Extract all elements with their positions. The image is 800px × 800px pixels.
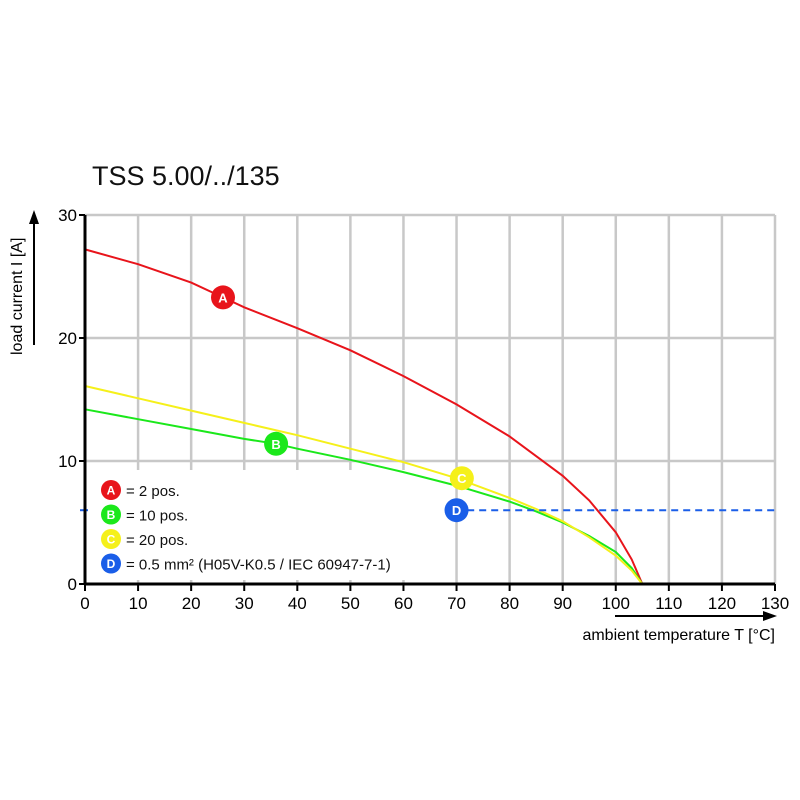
legend-entry-label: = 10 pos. [126, 508, 188, 525]
y-tick-label: 30 [58, 206, 77, 225]
x-tick-label: 100 [602, 594, 630, 613]
x-tick-label: 90 [553, 594, 572, 613]
x-tick-label: 130 [761, 594, 789, 613]
marker-label: A [218, 290, 228, 305]
legend-swatch-label: D [107, 557, 116, 571]
x-tick-label: 110 [655, 594, 682, 613]
series-line-a [84, 248, 644, 585]
legend-entry-label: = 2 pos. [126, 483, 180, 500]
y-tick-label: 20 [58, 329, 77, 348]
legend-entry-label: = 0.5 mm² (H05V-K0.5 / IEC 60947-7-1) [126, 557, 391, 574]
legend-swatch-c [101, 529, 121, 549]
legend-swatch-label: B [107, 508, 116, 522]
x-tick-label: 70 [447, 594, 466, 613]
legend-background [88, 470, 418, 580]
x-axis-label: ambient temperature T [°C] [582, 627, 775, 644]
x-tick-label: 10 [129, 594, 148, 613]
x-tick-label: 20 [182, 594, 201, 613]
chart-title: TSS 5.00/../135 [92, 161, 280, 191]
marker-a [211, 285, 235, 310]
marker-label: B [271, 437, 280, 452]
y-tick-label: 10 [58, 452, 77, 471]
legend-swatch-a [101, 480, 121, 500]
x-tick-label: 120 [708, 594, 736, 613]
x-tick-label: 80 [500, 594, 519, 613]
y-arrowhead-icon [29, 210, 39, 224]
legend-entry-label: = 20 pos. [126, 532, 188, 549]
marker-c [449, 466, 474, 491]
legend-swatch-d [101, 553, 121, 574]
legend-swatch-label: C [107, 533, 116, 547]
legend-swatch-label: A [107, 484, 116, 498]
marker-label: C [457, 471, 467, 486]
x-tick-label: 50 [341, 594, 360, 613]
legend-swatch-b [101, 504, 121, 525]
y-axis-label-group: load current I [A] [9, 210, 39, 355]
marker-d [444, 498, 469, 523]
x-arrowhead-icon [763, 611, 777, 621]
x-tick-label: 60 [394, 594, 413, 613]
series-line-b [84, 408, 644, 585]
marker-label: D [452, 503, 461, 518]
y-tick-label: 0 [68, 575, 77, 594]
marker-b [264, 431, 289, 456]
x-tick-label: 30 [235, 594, 254, 613]
x-tick-label: 40 [288, 594, 307, 613]
x-tick-label: 0 [80, 594, 89, 613]
y-axis-label: load current I [A] [9, 238, 26, 355]
x-axis-label-group: ambient temperature T [°C] [582, 611, 777, 644]
